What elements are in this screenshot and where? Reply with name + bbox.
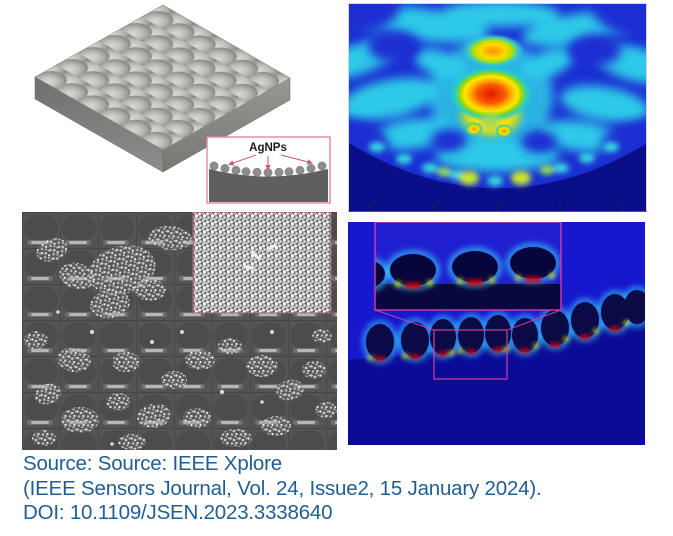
- nearfield-inset-substrate: [375, 284, 561, 310]
- focus-hotspots: [449, 34, 533, 139]
- simulation-substrate: [349, 143, 646, 211]
- panel-field-simulation-focus: [348, 3, 647, 212]
- caption-line-source: Source: Source: IEEE Xplore: [23, 452, 282, 475]
- cross-section-substrate: [209, 169, 328, 202]
- caption-line-doi: DOI: 10.1109/JSEN.2023.3338640: [23, 501, 333, 525]
- axis-tick-marks: [369, 205, 624, 210]
- agnps-label: AgNPs: [249, 142, 287, 154]
- agnps-arrows: [228, 154, 313, 171]
- sem-inset-border: [192, 212, 332, 314]
- zoom-region-box: [433, 329, 508, 380]
- sem-inset: [192, 212, 332, 314]
- nearfield-inset: [374, 222, 562, 311]
- caption-line-journal: (IEEE Sensors Journal, Vol. 24, Issue2, …: [23, 476, 542, 500]
- sem-inset-rods: [243, 243, 278, 270]
- nearfield-substrate: [348, 322, 645, 445]
- stray-particles: [56, 310, 274, 446]
- source-caption: Source: Source: IEEE Xplore (IEEE Sensor…: [23, 452, 668, 526]
- panel-sem-image: [22, 212, 337, 450]
- nearfield-inset-border: [374, 222, 562, 311]
- agnps-particles: [209, 161, 327, 178]
- zoom-connector-lines: [374, 309, 562, 331]
- inset-contact-hotspots: [395, 273, 555, 288]
- inset-nanoparticles: [375, 247, 556, 287]
- contact-hotspots: [367, 320, 629, 361]
- dark-field-patches: [349, 4, 646, 170]
- nanoparticle-row: [366, 290, 645, 360]
- panel-field-simulation-particles: [348, 222, 645, 445]
- dimpled-array-block: [34, 4, 291, 173]
- agnps-inset: AgNPs: [206, 136, 331, 204]
- nanoparticle-clusters: [24, 220, 337, 450]
- panel-3d-structure: AgNPs: [34, 4, 331, 204]
- surface-glow-spots: [369, 142, 619, 186]
